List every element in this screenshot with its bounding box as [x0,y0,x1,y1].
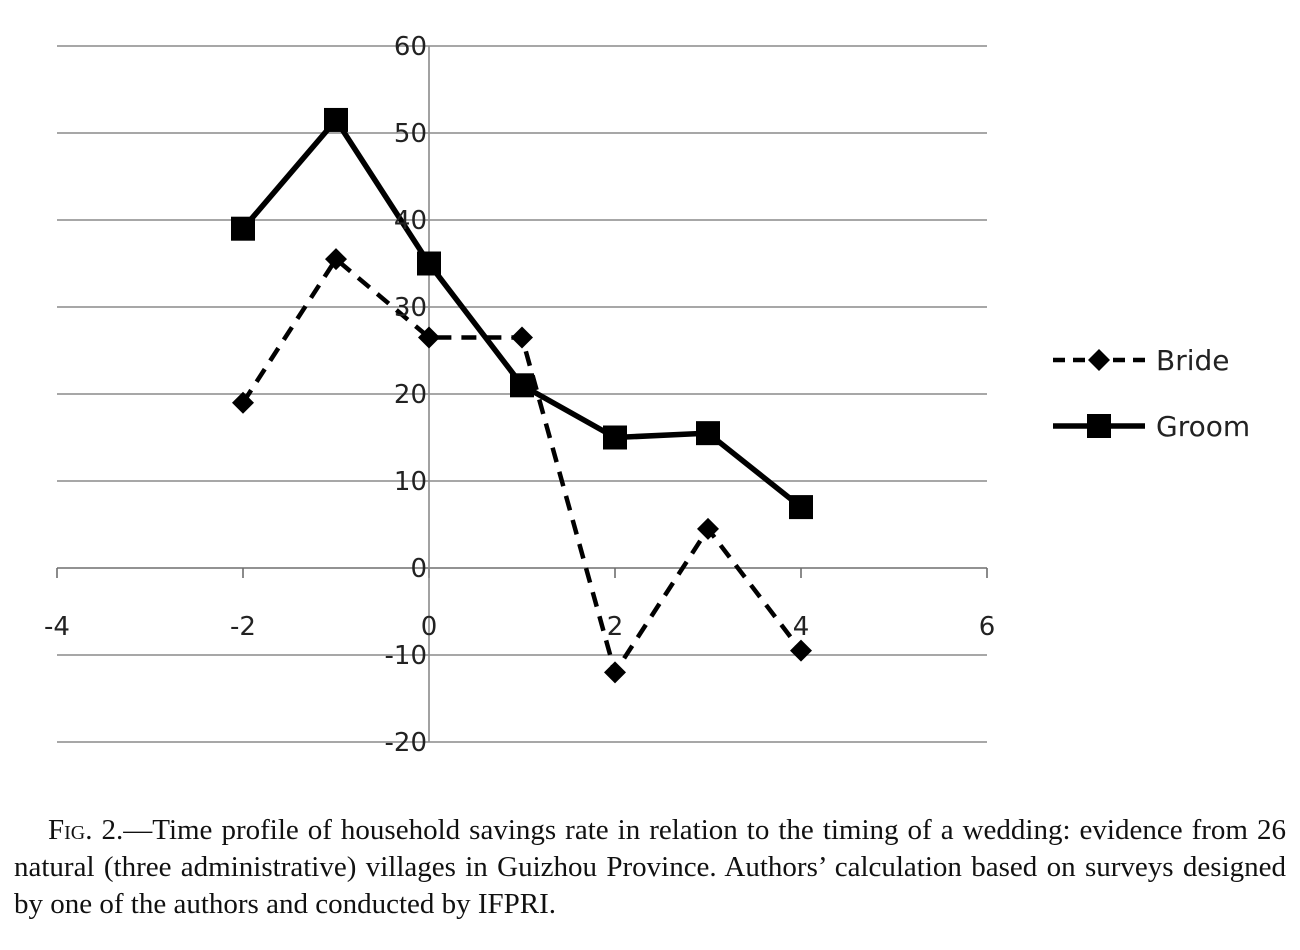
series-lines [231,107,813,684]
data-point-bride [790,639,812,662]
data-point-groom [324,107,348,132]
data-point-groom [510,373,534,398]
data-point-bride [697,517,719,540]
y-tick-label: -10 [385,641,427,671]
legend-marker-bride [1088,349,1110,371]
x-tick-label: -4 [44,612,70,642]
y-tick-label: 40 [394,206,427,236]
figure-label: Fig. 2. [48,814,124,846]
legend-marker-groom [1087,414,1111,438]
x-tick-label: -2 [230,612,256,642]
x-tick-label: 2 [607,612,624,642]
legend: Bride Groom [1053,344,1250,443]
data-point-groom [417,251,441,276]
data-point-bride [418,326,440,349]
data-point-groom [696,421,720,446]
figure-caption-text: —Time profile of household savings rate … [14,814,1286,920]
axes [56,46,988,742]
y-tick-label: 20 [394,380,427,410]
data-point-groom [603,425,627,450]
data-point-bride [325,248,347,271]
legend-label-bride: Bride [1156,344,1230,377]
data-point-bride [511,326,533,349]
y-tick-label: 60 [394,32,427,62]
y-tick-label: 50 [394,119,427,149]
series-line-groom [240,115,803,510]
legend-label-groom: Groom [1156,410,1250,443]
x-tick-label: 6 [979,612,996,642]
data-point-groom [789,495,813,520]
data-point-groom [231,216,255,241]
x-tick-label: 0 [421,612,438,642]
data-point-bride [604,661,626,684]
y-tick-label: 30 [394,293,427,323]
x-tick-label: 4 [793,612,810,642]
y-tick-label: 0 [410,554,427,584]
y-tick-label: 10 [394,467,427,497]
series-line-bride [241,255,803,678]
figure-caption: Fig. 2.—Time profile of household saving… [14,812,1286,923]
gridlines [57,45,987,743]
data-point-bride [232,391,254,414]
y-tick-label: -20 [385,728,427,758]
